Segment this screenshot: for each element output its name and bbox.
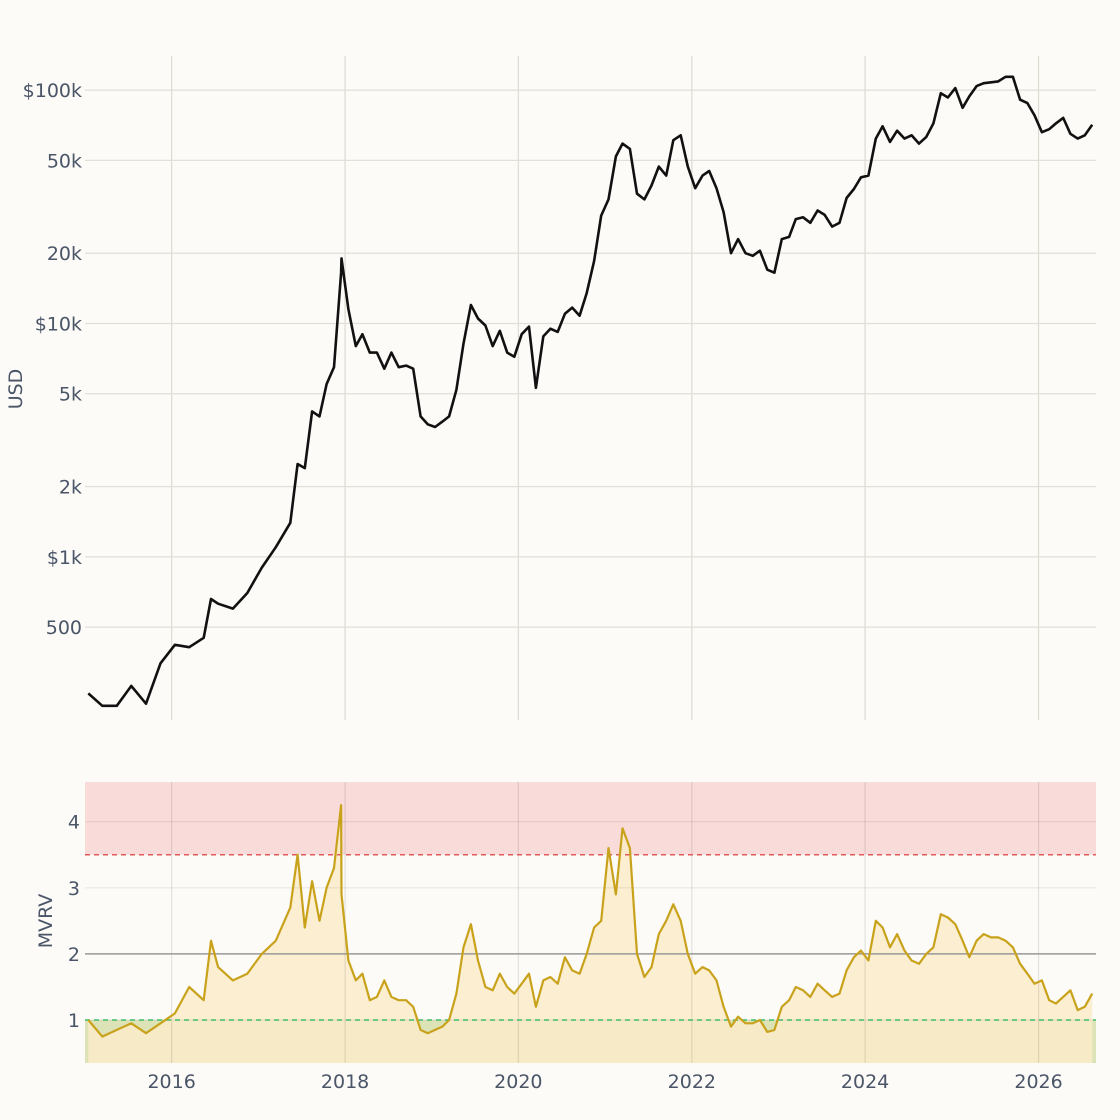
x-tick-label: 2018	[321, 1071, 369, 1093]
mvrv-area	[88, 805, 1093, 1063]
price-y-tick-label: 50k	[47, 150, 82, 172]
price-y-axis-title: USD	[5, 369, 27, 410]
price-panel: 500 $1k 2k 5k $10k 20k 50k $100k	[23, 56, 1096, 720]
price-line	[87, 75, 1094, 708]
mvrv-y-tick-label: 2	[68, 944, 80, 966]
price-y-tick-label: $1k	[47, 547, 82, 569]
mvrv-zone-band	[85, 782, 1096, 855]
x-tick-label: 2024	[841, 1071, 889, 1093]
price-y-tick-label: $10k	[35, 313, 82, 335]
mvrv-line	[87, 803, 1094, 1038]
price-y-tick-label: 20k	[47, 243, 82, 265]
price-y-tick-label: 5k	[59, 384, 82, 406]
mvrv-panel: 1 2 3 4 2016 2018 2020 2022 2024 2026	[68, 782, 1096, 1093]
price-y-tick-label: $100k	[23, 80, 82, 102]
x-tick-label: 2026	[1014, 1071, 1062, 1093]
mvrv-y-tick-label: 3	[68, 878, 80, 900]
mvrv-y-tick-label: 1	[68, 1010, 80, 1032]
x-tick-label: 2022	[668, 1071, 716, 1093]
price-y-tick-label: 500	[46, 617, 82, 639]
price-y-tick-label: 2k	[59, 477, 82, 499]
x-tick-label: 2020	[494, 1071, 542, 1093]
mvrv-y-axis-title: MVRV	[35, 894, 57, 949]
mvrv-y-tick-label: 4	[68, 812, 80, 834]
x-tick-label: 2016	[147, 1071, 195, 1093]
